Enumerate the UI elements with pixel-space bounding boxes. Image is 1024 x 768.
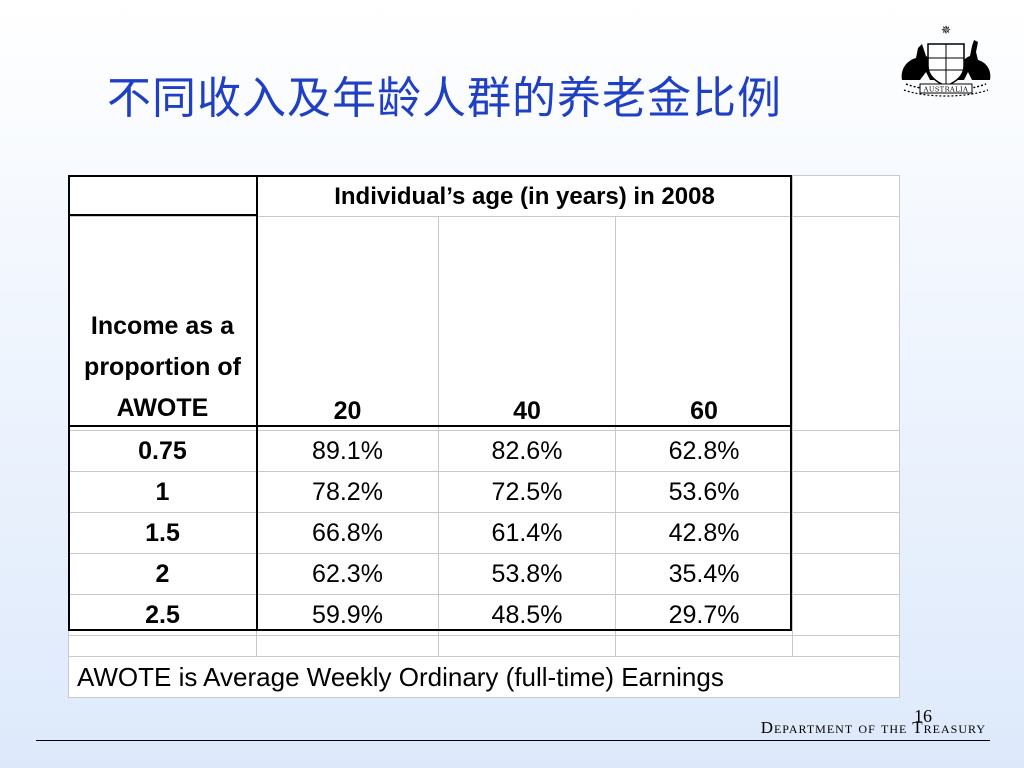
ratio-cell: 62.3%: [256, 553, 439, 595]
age-header-label: Individual’s age (in years) in 2008: [334, 182, 715, 210]
ratio-cell: 35.4%: [614, 553, 794, 595]
age-column-header: 40: [438, 216, 616, 431]
table-empty-cell: [614, 635, 794, 657]
table-row: 1.5 66.8% 61.4% 42.8%: [68, 512, 901, 554]
coat-of-arms-logo: ✵ AUSTRALIA: [901, 23, 991, 97]
table-row: 2 62.3% 53.8% 35.4%: [68, 553, 901, 595]
pension-ratio-table: Individual’s age (in years) in 2008 Inco…: [67, 175, 901, 698]
emblem-text: AUSTRALIA: [923, 86, 969, 94]
footer-divider: [36, 740, 990, 741]
ratio-cell: 53.6%: [614, 471, 794, 513]
income-cell: 2.5: [68, 594, 257, 636]
ratio-cell: 42.8%: [614, 512, 794, 554]
ratio-cell: 53.8%: [438, 553, 616, 595]
income-header-cell: Income as a proportion of AWOTE: [68, 216, 257, 431]
table-header-row: Individual’s age (in years) in 2008: [68, 175, 901, 217]
ratio-cell: 29.7%: [614, 594, 794, 636]
page-number: 16: [914, 706, 932, 726]
table-note-row: AWOTE is Average Weekly Ordinary (full-t…: [67, 656, 901, 698]
age-column-header: 60: [614, 216, 794, 431]
awote-note: AWOTE is Average Weekly Ordinary (full-t…: [67, 656, 901, 698]
svg-text:✵: ✵: [941, 23, 951, 37]
slide-title: 不同收入及年龄人群的养老金比例: [107, 73, 782, 124]
income-cell: 1: [68, 471, 257, 513]
table-row: 0.75 89.1% 82.6% 62.8%: [68, 430, 901, 472]
ratio-cell: 62.8%: [614, 430, 794, 472]
ratio-cell: 82.6%: [438, 430, 616, 472]
table-subheader-row: Income as a proportion of AWOTE 20 40 60: [68, 216, 901, 431]
table-row: 1 78.2% 72.5% 53.6%: [68, 471, 901, 513]
ratio-cell: 89.1%: [256, 430, 439, 472]
ratio-cell: 72.5%: [438, 471, 616, 513]
ratio-cell: 78.2%: [256, 471, 439, 513]
table-empty-cell: [792, 512, 901, 554]
table-empty-cell: [256, 635, 439, 657]
ratio-cell: 48.5%: [438, 594, 616, 636]
age-header-cell: Individual’s age (in years) in 2008: [255, 175, 794, 217]
table-empty-cell: [792, 553, 901, 595]
table-row: 2.5 59.9% 48.5% 29.7%: [68, 594, 901, 636]
income-cell: 1.5: [68, 512, 257, 554]
table-empty-cell: [792, 175, 901, 217]
ratio-cell: 59.9%: [256, 594, 439, 636]
table-empty-cell: [792, 430, 901, 472]
table-empty-cell: [68, 635, 257, 657]
table-spacer-row: [68, 635, 901, 657]
ratio-cell: 66.8%: [256, 512, 439, 554]
income-cell: 0.75: [68, 430, 257, 472]
department-name: Department of the Treasury: [760, 718, 986, 737]
table-empty-cell: [792, 471, 901, 513]
table-empty-cell: [792, 635, 901, 657]
income-cell: 2: [68, 553, 257, 595]
ratio-cell: 61.4%: [438, 512, 616, 554]
table-corner-cell: [68, 175, 257, 217]
table-empty-cell: [792, 216, 901, 431]
age-column-header: 20: [256, 216, 439, 431]
table-empty-cell: [438, 635, 616, 657]
table-empty-cell: [792, 594, 901, 636]
